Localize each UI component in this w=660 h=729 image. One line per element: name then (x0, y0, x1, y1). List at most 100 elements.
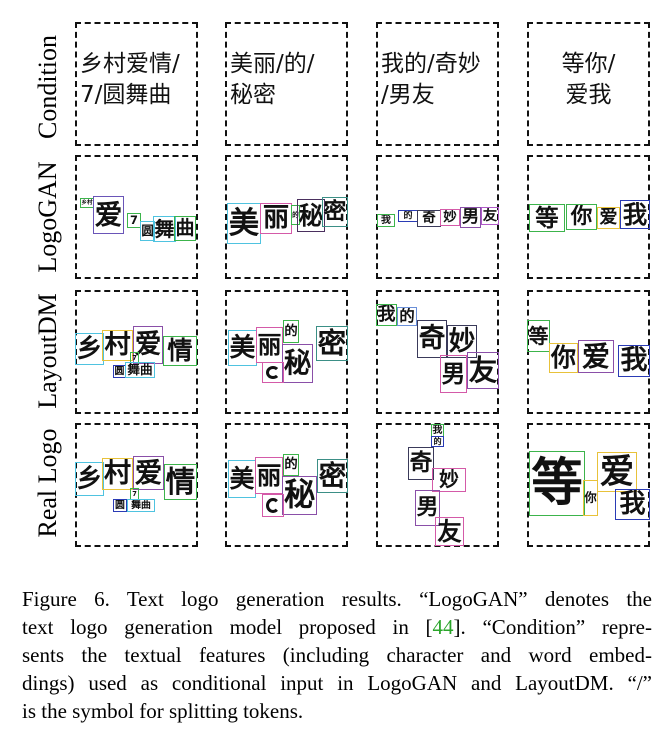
glyph-box: 爱 (133, 326, 163, 364)
row-label-logogan: LogoGAN (33, 161, 62, 273)
glyph-box: 曲 (174, 216, 196, 241)
glyph-box: 7 (127, 213, 141, 228)
real-logo-cell-1: 乡 村 爱 情 7 圆 舞曲 (75, 423, 198, 547)
glyph-box: 舞曲 (127, 499, 155, 512)
dashed-frame (376, 22, 499, 146)
glyph-box: 奇 (417, 320, 447, 358)
real-logo-cell-4: 等 你 爱 我 (527, 423, 650, 547)
decorative-stroke-box (262, 362, 284, 383)
condition-line: 美丽/的/ (230, 51, 315, 77)
glyph-box: 7 (130, 352, 139, 365)
caption-line: dings) used as conditional input in Logo… (22, 671, 652, 695)
layoutdm-cell-4: 等 你 爱 我 (527, 290, 650, 414)
logogan-cell-4: 等 你 爱 我 (527, 155, 650, 279)
glyph-box: 妙 (447, 325, 477, 358)
glyph-box: 情 (164, 464, 197, 500)
condition-text: 美丽/的/ 秘密 (230, 49, 346, 111)
glyph-box: 我 (376, 304, 397, 326)
glyph-box: 友 (467, 352, 499, 389)
glyph-box: 的 (291, 205, 300, 225)
glyph-box: 的 (397, 307, 417, 326)
glyph-box: 的 (431, 436, 444, 447)
glyph-box: 秘 (297, 199, 325, 232)
condition-line: 秘密 (230, 82, 276, 108)
glyph-box: 你 (549, 343, 578, 373)
glyph-box: 舞 (153, 216, 176, 242)
layoutdm-cell-1: 乡 村 爱 情 7 圆 舞曲 (75, 290, 198, 414)
caption-line: sents the textual features (including ch… (22, 643, 652, 667)
layoutdm-cell-3: 我 的 奇 妙 男 友 (376, 290, 499, 414)
dashed-frame (75, 423, 198, 547)
glyph-box: 丽 (256, 327, 283, 363)
glyph-box: 的 (398, 210, 418, 222)
glyph-box: 圆 (113, 499, 127, 512)
dashed-frame (527, 423, 650, 547)
glyph-box: 丽 (260, 203, 292, 234)
glyph-box: 男 (415, 490, 440, 526)
condition-cell-3: 我的/奇妙 /男友 (376, 22, 499, 146)
glyph-box: 等 (527, 320, 550, 352)
glyph-box: 爱 (597, 207, 620, 229)
condition-cell-1: 乡村爱情/ 7/圆舞曲 (75, 22, 198, 146)
caption-text: text logo generation model proposed in [ (22, 615, 433, 639)
condition-line: /男友 (381, 82, 435, 108)
caption-text: ]. “Condition” repre- (453, 615, 652, 639)
logogan-cell-2: 美 丽 的 秘 密 (225, 155, 348, 279)
figure-caption: Figure 6. Text logo generation results. … (22, 585, 652, 725)
row-label-layoutdm: LayoutDM (33, 293, 62, 409)
condition-line: 7/圆舞曲 (80, 82, 172, 108)
glyph-box: 等 (529, 204, 565, 232)
glyph-box: 爱 (597, 452, 637, 492)
dashed-frame (75, 290, 198, 414)
glyph-box: 美 (227, 203, 261, 244)
condition-cell-2: 美丽/的/ 秘密 (225, 22, 348, 146)
real-logo-cell-3: 我 的 奇 妙 男 友 (376, 423, 499, 547)
dashed-frame (225, 22, 348, 146)
glyph-box: 男 (460, 207, 481, 228)
glyph-box: 秘 (282, 344, 313, 383)
dashed-frame (527, 22, 650, 146)
glyph-box: 美 (228, 460, 256, 498)
glyph-box: 情 (163, 336, 197, 366)
glyph-box: 你 (583, 480, 598, 516)
glyph-box: 密 (322, 197, 348, 227)
glyph-box: 密 (316, 326, 348, 361)
glyph-box: 妙 (432, 468, 466, 492)
glyph-box: 你 (566, 204, 597, 230)
layoutdm-cell-2: 美 丽 的 秘 密 (225, 290, 348, 414)
glyph-box: 密 (317, 459, 348, 493)
dashed-frame (75, 22, 198, 146)
glyph-box: 爱 (93, 196, 124, 234)
caption-line: is the symbol for splitting tokens. (22, 699, 304, 723)
glyph-box: 舞曲 (125, 362, 155, 378)
glyph-box: 美 (228, 330, 257, 366)
glyph-box: 爱 (578, 340, 614, 373)
swirl-stroke (266, 498, 280, 513)
caption-line: Figure 6. Text logo generation results. … (22, 587, 652, 611)
glyph-box: 友 (481, 207, 499, 225)
glyph-box: 妙 (440, 209, 460, 226)
glyph-box: 奇 (417, 210, 441, 227)
glyph-box: 奇 (408, 447, 434, 480)
condition-cell-4: 等你/ 爱我 (527, 22, 650, 146)
glyph-box: 村 (102, 458, 133, 490)
glyph-box: 我 (618, 345, 650, 377)
decorative-stroke-box (262, 494, 284, 517)
glyph-box: 男 (440, 355, 467, 393)
caption-line: text logo generation model proposed in [… (22, 613, 652, 641)
row-label-condition: Condition (33, 35, 62, 140)
glyph-box: 我 (377, 214, 395, 227)
glyph-box: 的 (283, 320, 299, 343)
condition-text: 等你/ 爱我 (527, 49, 650, 111)
glyph-box: 乡村 (80, 198, 94, 208)
condition-line: 等你/ (561, 51, 616, 77)
glyph-box: 等 (529, 451, 585, 516)
glyph-box: 爱 (133, 456, 164, 490)
glyph-box: 乡 (75, 333, 104, 365)
condition-text: 我的/奇妙 /男友 (381, 49, 497, 111)
citation-link[interactable]: 44 (432, 615, 454, 639)
glyph-box: 丽 (255, 457, 283, 494)
glyph-box: 我 (615, 489, 650, 520)
glyph-box: 秘 (282, 476, 317, 515)
swirl-stroke (266, 366, 280, 379)
